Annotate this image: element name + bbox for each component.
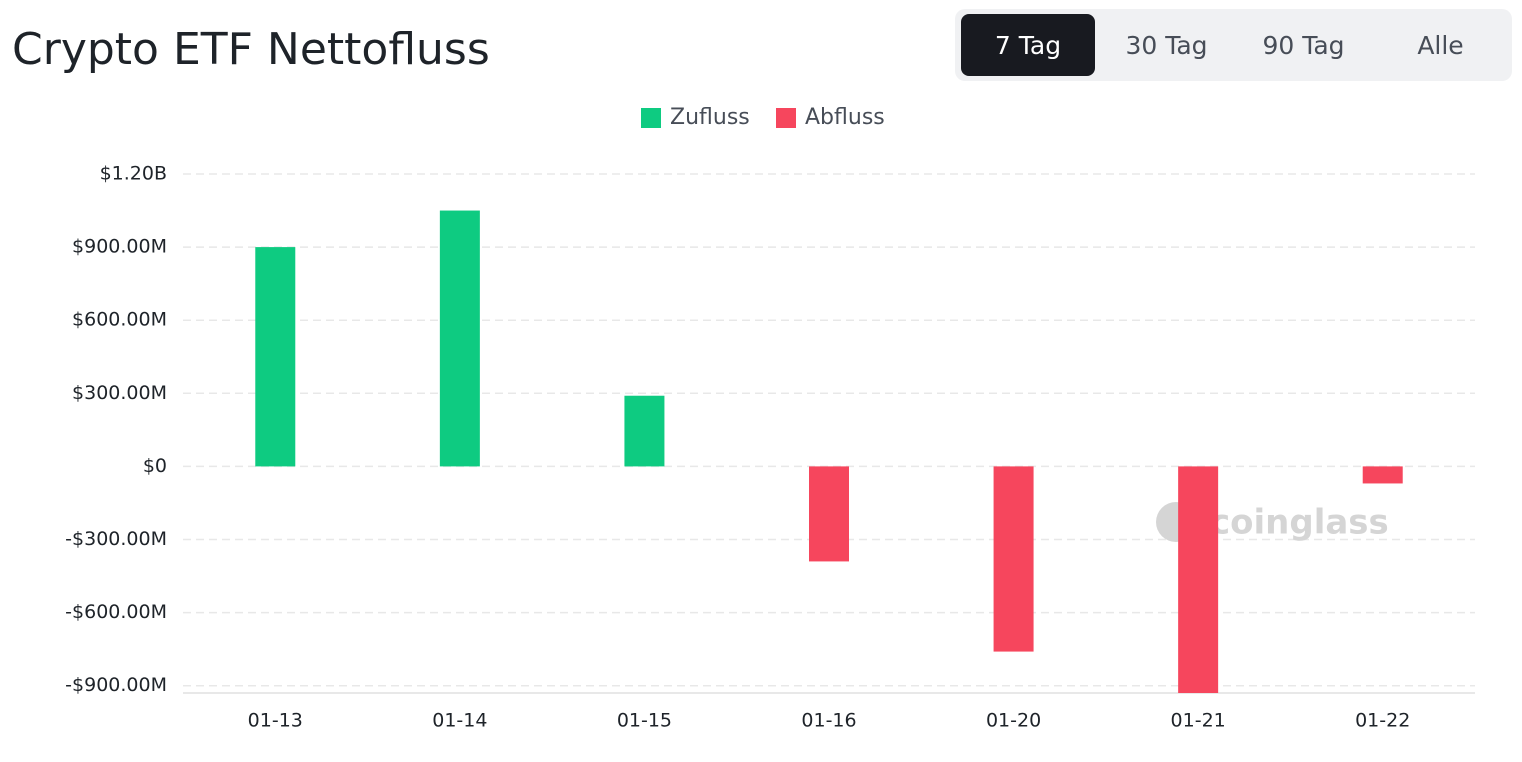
range-button[interactable]: 7 Tag — [961, 14, 1095, 76]
bar — [255, 247, 296, 467]
y-tick-label: $300.00M — [72, 382, 167, 404]
range-button[interactable]: Alle — [1417, 30, 1464, 60]
y-tick-label: -$600.00M — [65, 601, 167, 623]
bar — [624, 395, 665, 467]
legend-swatch — [776, 108, 796, 128]
bar — [809, 466, 849, 562]
y-tick-label: $0 — [143, 455, 167, 477]
bar — [439, 210, 480, 467]
range-button[interactable]: 90 Tag — [1262, 30, 1345, 60]
range-button[interactable]: 30 Tag — [1125, 30, 1208, 60]
range-selector: 7 Tag 30 Tag 90 Tag Alle — [955, 9, 1512, 81]
legend-label: Zufluss — [670, 105, 750, 130]
y-tick-label: $900.00M — [72, 236, 167, 258]
bar — [1362, 466, 1403, 484]
y-tick-label: -$900.00M — [65, 674, 167, 696]
watermark: coinglass — [1210, 503, 1389, 543]
bar — [993, 466, 1034, 652]
legend-swatch — [641, 108, 661, 128]
x-tick-label: 01-14 — [432, 710, 487, 732]
x-tick-label: 01-15 — [617, 710, 672, 732]
x-tick-label: 01-16 — [801, 710, 856, 732]
x-tick-label: 01-13 — [248, 710, 303, 732]
y-tick-label: $600.00M — [72, 309, 167, 331]
x-tick-label: 01-20 — [986, 710, 1041, 732]
y-tick-label: $1.20B — [100, 163, 167, 185]
legend-label: Abfluss — [805, 105, 885, 130]
chart-title: Crypto ETF Nettofluss — [12, 24, 490, 75]
x-tick-label: 01-21 — [1171, 710, 1226, 732]
x-tick-label: 01-22 — [1355, 710, 1410, 732]
y-tick-label: -$300.00M — [65, 528, 167, 550]
bar — [1178, 466, 1219, 693]
